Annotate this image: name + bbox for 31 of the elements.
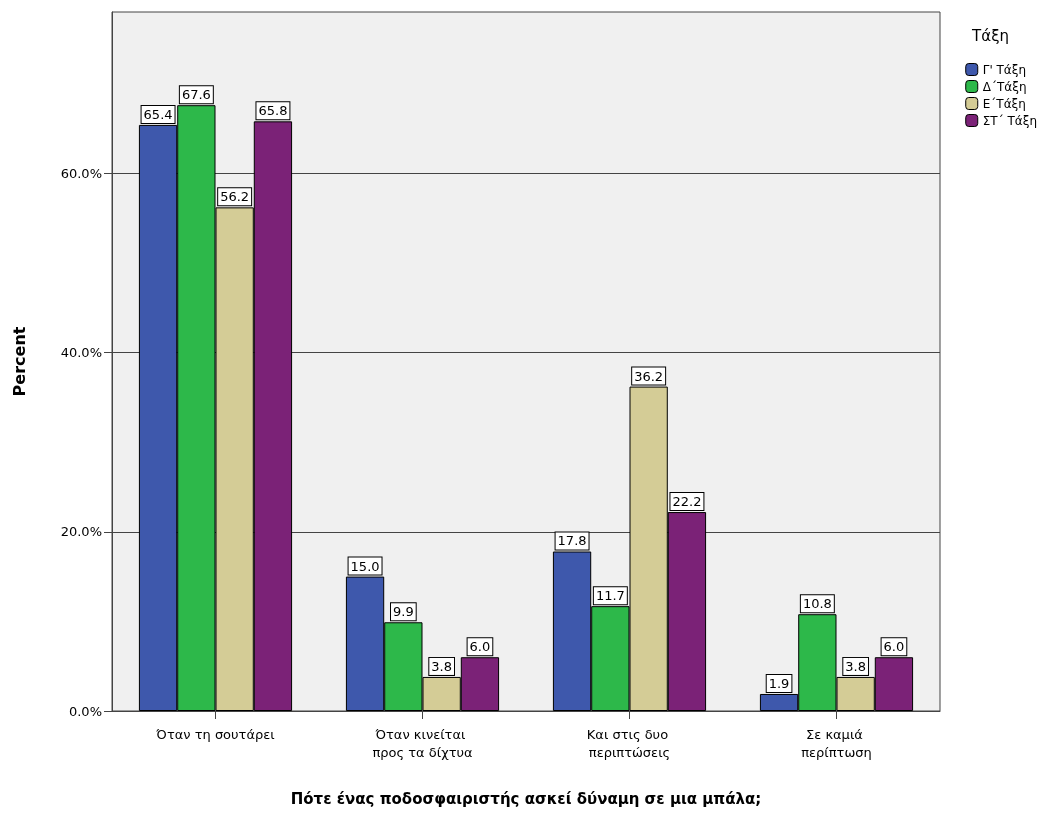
data-label: 56.2 [220, 189, 250, 205]
y-axis-title: Percent [9, 326, 29, 397]
x-tick-label: Όταν τη σουτάρει [155, 726, 275, 742]
legend-label: Δ΄Τάξη [982, 79, 1027, 94]
legend-label: Ε΄Τάξη [982, 96, 1026, 111]
data-label: 10.8 [802, 596, 832, 612]
y-tick-label: 0.0% [68, 703, 102, 719]
x-tick-label: Όταν κινείται προς τα δίχτυα [372, 726, 473, 760]
data-label: 9.9 [393, 604, 414, 620]
data-label: 36.2 [634, 368, 664, 384]
x-axis-title: Πότε ένας ποδοσφαιριστής ασκεί δύναμη σε μια μπάλα; [290, 789, 762, 808]
x-tick-label: Σε καμιά περίπτωση [801, 726, 872, 760]
legend-label: Γ' Τάξη [982, 62, 1027, 77]
y-tick-label: 60.0% [60, 165, 102, 181]
y-tick-label: 40.0% [60, 345, 102, 361]
data-label: 1.9 [768, 675, 790, 691]
data-label: 3.8 [845, 658, 866, 674]
data-label: 65.8 [258, 103, 288, 119]
legend-label: ΣΤ΄ Τάξη [982, 113, 1037, 128]
data-label: 65.4 [143, 106, 173, 122]
data-label: 67.6 [181, 87, 211, 103]
data-label: 6.0 [883, 639, 905, 655]
data-label: 3.8 [431, 658, 452, 674]
data-label: 15.0 [350, 558, 380, 574]
data-label: 17.8 [557, 533, 587, 549]
data-label: 6.0 [469, 639, 491, 655]
y-tick-label: 20.0% [60, 524, 102, 540]
data-label: 22.2 [672, 494, 702, 510]
x-tick-label: Και στις δυο περιπτώσεις [586, 726, 673, 760]
data-label: 11.7 [595, 588, 625, 604]
legend-title: Τάξη [971, 26, 1009, 45]
